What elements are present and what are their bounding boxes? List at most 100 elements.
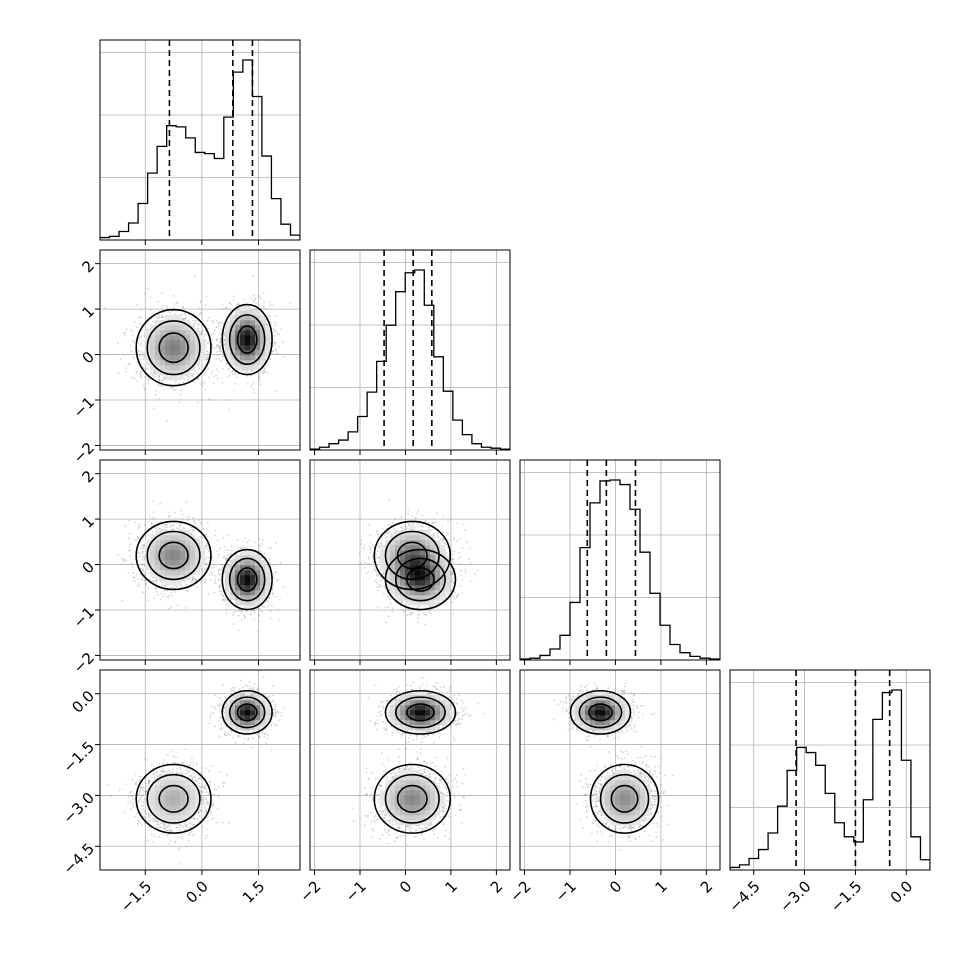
density-cell (245, 305, 251, 311)
density-cell (240, 365, 246, 371)
density-cell (170, 325, 176, 331)
scatter-point (187, 516, 190, 518)
scatter-point (231, 373, 234, 376)
scatter-point (124, 334, 126, 337)
scatter-point (187, 376, 190, 379)
scatter-point (213, 375, 216, 378)
scatter-point (150, 521, 153, 524)
density-cell (250, 340, 256, 346)
scatter-point (206, 355, 209, 358)
density-cell (175, 325, 181, 331)
scatter-point (182, 527, 185, 530)
scatter-point (183, 581, 186, 583)
scatter-point (184, 317, 187, 320)
density-cell (175, 345, 181, 351)
scatter-point (142, 569, 145, 572)
scatter-point (265, 308, 268, 311)
scatter-point (163, 589, 166, 592)
scatter-point (277, 608, 280, 611)
scatter-point (196, 328, 199, 330)
density-cell (185, 330, 191, 336)
density-cell (180, 345, 186, 351)
density-cell (180, 360, 186, 366)
density-cell (235, 350, 241, 356)
scatter-point (165, 595, 168, 598)
scatter-point (242, 614, 245, 617)
scatter-point (274, 570, 277, 573)
scatter-point (252, 388, 255, 391)
scatter-point (146, 287, 149, 290)
scatter-point (269, 617, 272, 620)
scatter-point (171, 595, 173, 597)
scatter-point (168, 607, 171, 610)
scatter-point (229, 309, 231, 311)
density-cell (150, 325, 156, 331)
scatter-point (206, 350, 209, 353)
density-cell (200, 350, 206, 356)
scatter-point (234, 382, 236, 385)
scatter-point (178, 526, 181, 529)
scatter-point (168, 514, 171, 517)
density-cell (240, 330, 246, 336)
scatter-point (138, 315, 140, 318)
scatter-point (258, 544, 260, 547)
scatter-point (146, 367, 149, 370)
density-cell (260, 335, 266, 341)
scatter-point (250, 605, 253, 607)
scatter-point (144, 523, 146, 526)
scatter-point (154, 580, 157, 583)
scatter-point (259, 295, 261, 298)
scatter-point (251, 308, 253, 311)
scatter-point (132, 340, 135, 342)
scatter-point (153, 370, 155, 373)
scatter-point (268, 603, 271, 606)
scatter-point (143, 544, 145, 547)
density-cell (250, 320, 256, 326)
scatter-point (202, 329, 205, 332)
scatter-point (252, 294, 255, 297)
scatter-point (241, 546, 243, 549)
scatter-point (224, 598, 227, 601)
scatter-point (184, 607, 187, 609)
scatter-point (153, 597, 155, 600)
scatter-point (152, 580, 154, 583)
contour-line (236, 325, 258, 354)
scatter-point (240, 547, 243, 550)
scatter-point (218, 345, 221, 347)
scatter-point (249, 385, 252, 388)
scatter-point (204, 579, 207, 582)
scatter-point (163, 584, 166, 587)
scatter-point (258, 379, 261, 382)
scatter-point (273, 342, 275, 345)
scatter-point (158, 317, 160, 320)
scatter-point (136, 537, 139, 539)
scatter-point (141, 339, 144, 342)
scatter-point (160, 316, 163, 318)
scatter-point (131, 562, 133, 565)
scatter-point (152, 576, 155, 579)
scatter-point (178, 382, 180, 384)
scatter-point (192, 373, 194, 376)
scatter-point (269, 561, 272, 564)
scatter-point (212, 321, 215, 324)
scatter-point (226, 602, 229, 605)
scatter-point (191, 315, 194, 318)
density-cell (225, 330, 231, 336)
scatter-point (258, 550, 261, 552)
density-cell (160, 340, 166, 346)
scatter-point (217, 553, 220, 556)
scatter-point (190, 532, 192, 535)
scatter-point (215, 319, 218, 322)
scatter-point (127, 362, 130, 365)
scatter-point (224, 557, 227, 560)
scatter-point (251, 383, 253, 386)
scatter-point (137, 536, 140, 539)
scatter-point (218, 357, 221, 360)
scatter-point (206, 320, 209, 322)
scatter-point (133, 377, 136, 380)
scatter-point (182, 518, 185, 521)
y-tick-label: 0 (79, 348, 98, 367)
scatter-point (217, 370, 220, 373)
scatter-point (143, 387, 146, 390)
panel-frame (99, 39, 301, 241)
